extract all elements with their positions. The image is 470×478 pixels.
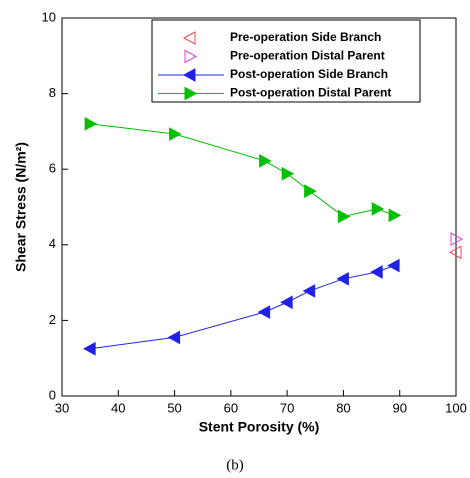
data-point bbox=[304, 184, 317, 198]
y-tick-label: 4 bbox=[49, 236, 56, 251]
x-tick-label: 100 bbox=[445, 400, 467, 415]
data-point bbox=[257, 305, 271, 319]
data-point bbox=[336, 271, 349, 286]
data-point bbox=[387, 258, 400, 273]
y-axis-label: Shear Stress (N/m²) bbox=[13, 142, 29, 272]
data-point bbox=[83, 341, 96, 356]
y-tick-label: 6 bbox=[49, 161, 56, 176]
data-point bbox=[281, 166, 295, 181]
data-point bbox=[337, 209, 351, 224]
data-point bbox=[84, 116, 98, 131]
data-point bbox=[450, 232, 464, 246]
y-tick-label: 8 bbox=[49, 85, 56, 100]
legend-label: Post-operation Distal Parent bbox=[230, 86, 391, 100]
data-point bbox=[448, 245, 462, 260]
x-tick-label: 50 bbox=[167, 400, 181, 415]
data-point bbox=[167, 330, 181, 345]
plot-frame bbox=[61, 17, 457, 397]
legend-marker bbox=[182, 68, 196, 82]
x-tick-label: 80 bbox=[336, 400, 350, 415]
caption: (b) bbox=[226, 457, 244, 473]
series-line bbox=[90, 123, 395, 217]
legend-marker bbox=[184, 49, 198, 64]
legend-marker bbox=[184, 86, 198, 101]
y-tick-label: 0 bbox=[49, 387, 56, 402]
legend-label: Post-operation Side Branch bbox=[230, 67, 388, 81]
x-tick-label: 60 bbox=[224, 400, 238, 415]
data-point bbox=[388, 208, 402, 223]
data-point bbox=[259, 154, 272, 168]
x-axis-label: Stent Porosity (%) bbox=[199, 419, 320, 435]
legend-box bbox=[151, 19, 421, 103]
legend-label: Pre-operation Side Branch bbox=[230, 30, 381, 44]
legend-marker bbox=[182, 31, 196, 45]
x-tick-label: 30 bbox=[55, 400, 69, 415]
x-tick-label: 40 bbox=[111, 400, 125, 415]
data-point bbox=[371, 202, 385, 216]
y-tick-label: 10 bbox=[42, 9, 56, 24]
data-point bbox=[169, 127, 182, 141]
x-tick-label: 90 bbox=[392, 400, 406, 415]
data-point bbox=[280, 295, 293, 310]
data-point bbox=[370, 265, 383, 279]
x-tick-label: 70 bbox=[280, 400, 294, 415]
legend-label: Pre-operation Distal Parent bbox=[230, 49, 385, 63]
series-line bbox=[90, 265, 395, 350]
data-point bbox=[302, 284, 316, 298]
y-tick-label: 2 bbox=[49, 312, 56, 327]
